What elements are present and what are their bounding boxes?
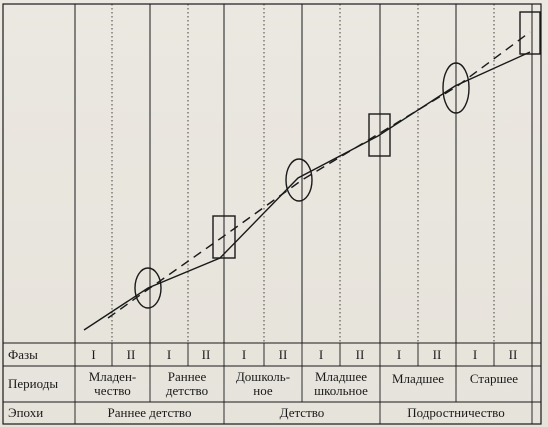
transition-ellipse xyxy=(285,158,313,202)
phase-mark: I xyxy=(472,346,478,362)
phase-mark: II xyxy=(432,346,442,362)
phase-mark: II xyxy=(355,346,365,362)
epoch-childhood: Детство xyxy=(279,405,325,420)
period-line: чество xyxy=(94,383,131,398)
development-lines xyxy=(83,31,531,331)
period-line: Младшее xyxy=(315,369,367,384)
solid-development-line xyxy=(83,51,531,331)
dashed-development-line xyxy=(107,31,531,319)
period-cell-older-adolescence: Старшее xyxy=(469,371,519,386)
transition-rectangle xyxy=(212,215,236,259)
transition-markers xyxy=(134,11,541,309)
transition-rectangle xyxy=(368,113,391,157)
period-line: Раннее xyxy=(167,369,207,384)
phase-mark: II xyxy=(278,346,288,362)
period-line: школьное xyxy=(314,383,368,398)
phase-mark: I xyxy=(91,346,96,362)
period-line: детство xyxy=(165,383,209,398)
period-cell-primary-school: Младшее школьное xyxy=(302,366,380,402)
period-cell-infancy: Младен- чество xyxy=(75,366,150,402)
epoch-adolescence: Подростничество xyxy=(407,405,505,420)
period-cell-younger-adolescence: Младшее xyxy=(392,371,444,386)
phase-mark: I xyxy=(396,346,402,362)
phase-mark: I xyxy=(318,346,324,362)
phase-mark: II xyxy=(126,346,136,362)
row-label-periods: Периоды xyxy=(8,376,59,391)
transition-ellipse xyxy=(134,267,162,309)
table-grid xyxy=(2,3,542,425)
period-line: Младен- xyxy=(88,369,137,384)
period-cell-early-childhood: Раннее детство xyxy=(150,366,224,402)
plot-grid xyxy=(74,4,533,343)
transition-rectangle xyxy=(519,11,541,55)
transition-ellipse xyxy=(442,62,470,114)
phase-mark: I xyxy=(166,346,172,362)
outer-frame xyxy=(2,3,542,425)
phase-mark: II xyxy=(508,346,518,362)
period-cell-preschool: Дошколь- ное xyxy=(224,366,302,402)
period-line: ное xyxy=(253,383,273,398)
phase-mark: I xyxy=(241,346,247,362)
row-label-phases: Фазы xyxy=(8,346,38,362)
row-label-epochs: Эпохи xyxy=(8,405,44,420)
period-line: Дошколь- xyxy=(235,369,291,384)
epoch-early-childhood: Раннее детство xyxy=(107,405,192,420)
phase-mark: II xyxy=(201,346,211,362)
